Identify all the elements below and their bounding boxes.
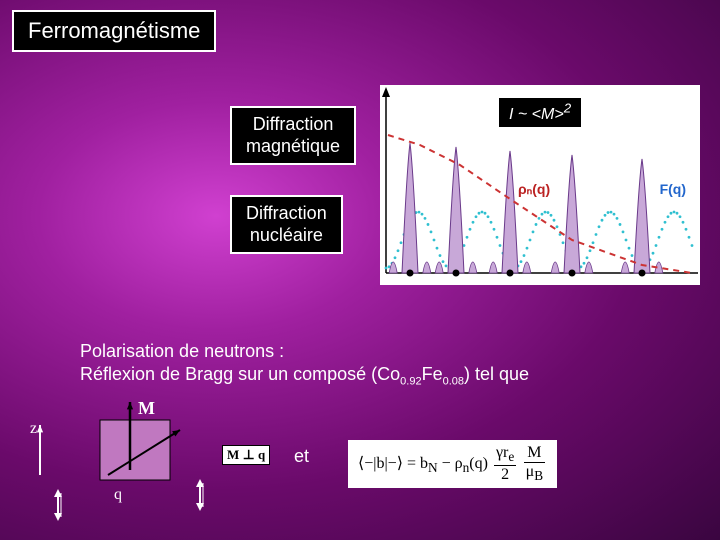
- diagram-svg: Mq z: [30, 400, 250, 530]
- intensity-label: I ~ <M>2: [498, 97, 582, 128]
- f2-frac1top-sub: e: [508, 449, 514, 464]
- f2-frac1top: γr: [496, 444, 508, 461]
- formula-mperpq: M ⊥ q: [222, 445, 270, 465]
- svg-text:q: q: [114, 486, 122, 503]
- title-text: Ferromagnétisme: [28, 18, 200, 43]
- intensity-text: I ~ <M>: [509, 106, 564, 123]
- f2-frac2top: M: [524, 444, 544, 463]
- formula-scattering: ⟨−|b|−⟩ = bN − ρn(q) γre2 MμB: [348, 440, 557, 488]
- f2-frac2bot-sub: B: [534, 468, 543, 483]
- f2-a: ⟨−|b|−⟩ = b: [358, 455, 428, 472]
- et-label: et: [294, 446, 309, 467]
- f2-frac2bot: μ: [526, 463, 535, 480]
- polar-line2a: Réflexion de Bragg sur un composé (Co: [80, 364, 400, 384]
- polar-line2b: Fe: [422, 364, 443, 384]
- f2-mid: − ρ: [438, 455, 463, 472]
- label-diffraction-nucleaire: Diffraction nucléaire: [230, 195, 343, 254]
- title-box: Ferromagnétisme: [12, 10, 216, 52]
- intensity-sup: 2: [564, 101, 571, 116]
- f2-frac1: γre 2: [494, 444, 516, 484]
- label-diffraction-magnetique: Diffraction magnétique: [230, 106, 356, 165]
- polar-sub1: 0.92: [400, 376, 421, 388]
- label1-line2: magnétique: [246, 136, 340, 156]
- label2-line1: Diffraction: [246, 203, 327, 223]
- f2-subN: N: [428, 460, 438, 475]
- polar-line2c: ) tel que: [464, 364, 529, 384]
- bragg-diagram: Mq z: [30, 400, 250, 530]
- f2-frac1bot: 2: [494, 466, 516, 484]
- svg-text:z: z: [30, 420, 37, 437]
- label1-line1: Diffraction: [253, 114, 334, 134]
- polar-sub2: 0.08: [443, 376, 464, 388]
- label2-line2: nucléaire: [250, 225, 323, 245]
- fq-label: F(q): [660, 181, 686, 197]
- rho-label: ρₙ(q): [518, 181, 550, 198]
- diffraction-chart: I ~ <M>2 ρₙ(q) F(q): [380, 85, 700, 285]
- polarisation-text: Polarisation de neutrons : Réflexion de …: [80, 340, 680, 389]
- f2-frac2: MμB: [524, 444, 544, 484]
- mperpq-text: M ⊥ q: [227, 447, 265, 462]
- polar-line1: Polarisation de neutrons :: [80, 341, 284, 361]
- svg-text:M: M: [138, 400, 155, 418]
- f2-q: (q): [469, 455, 492, 472]
